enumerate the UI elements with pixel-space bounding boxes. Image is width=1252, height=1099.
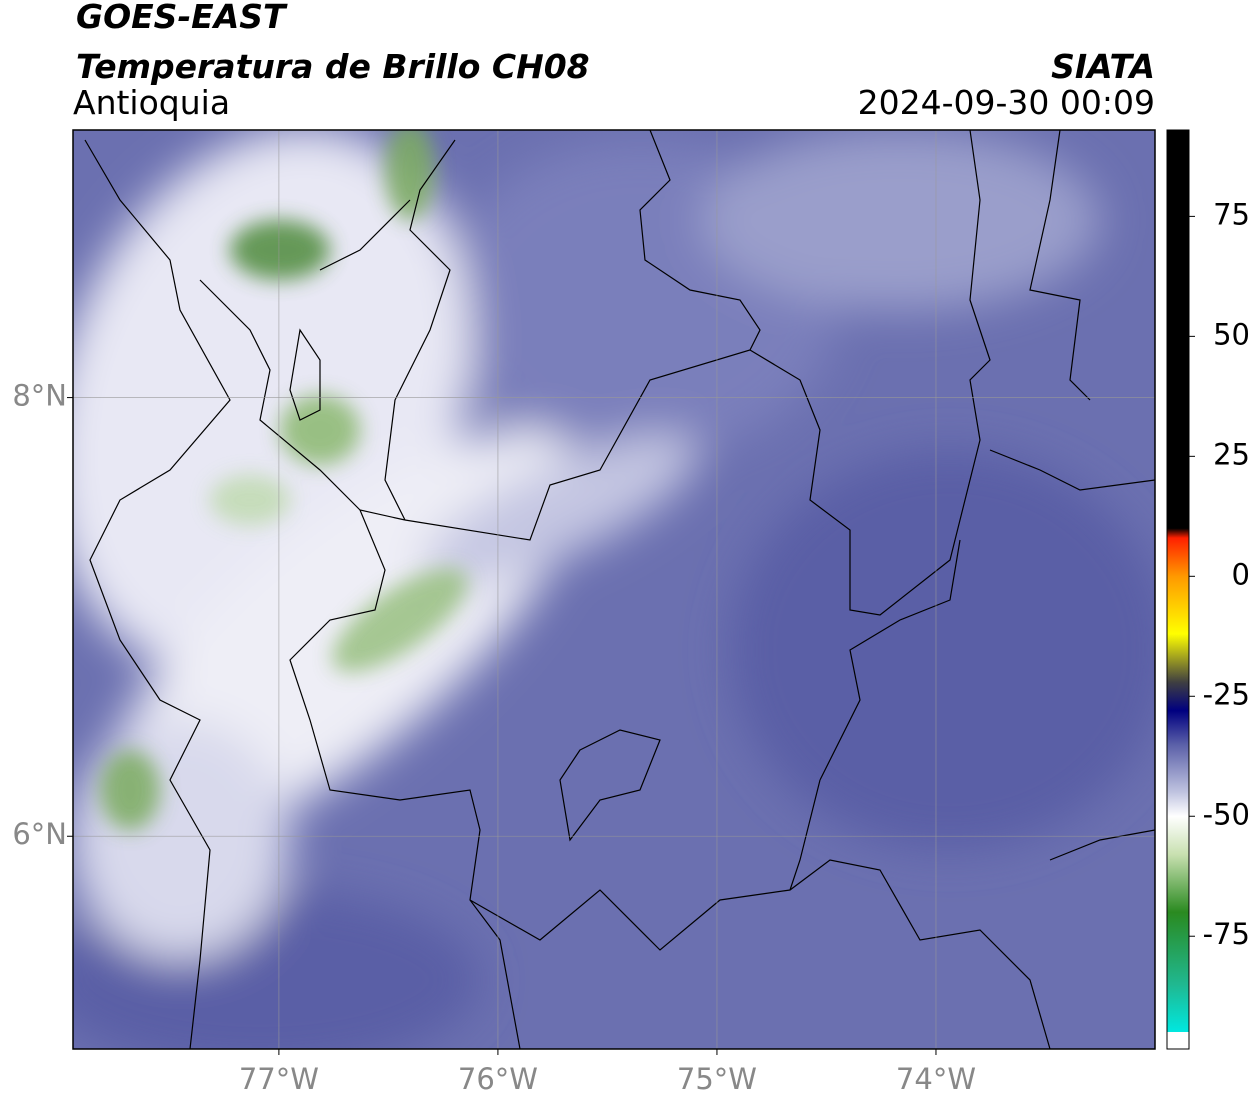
colorbar-tick-label: -25 [1203,677,1250,711]
colorbar-tick-label: 0 [1232,557,1250,591]
subtitle: Temperatura de Brillo CH08 [76,47,590,86]
colorbar-tick-label: 75 [1213,197,1250,231]
colorbar-tick-label: 50 [1213,317,1250,351]
datetime: 2024-09-30 00:09 [858,83,1155,122]
x-tick-label: 75°W [677,1062,757,1096]
y-tick-label: 6°N [12,817,67,851]
colorbar-tick-label: 25 [1213,437,1250,471]
colorbar-tick-label: -75 [1203,917,1250,951]
grid [73,130,1155,1049]
x-tick-label: 76°W [458,1062,538,1096]
colorbar-tick-label: -50 [1203,797,1250,831]
map-image [73,130,1155,1049]
map-frame [72,129,1156,1050]
source: SIATA [1051,47,1155,86]
x-tick-label: 77°W [239,1062,319,1096]
y-tick-label: 8°N [12,379,67,413]
title: GOES-EAST [76,0,288,36]
colorbar [1166,129,1190,1050]
region: Antioquia [73,83,230,122]
x-tick-label: 74°W [896,1062,976,1096]
